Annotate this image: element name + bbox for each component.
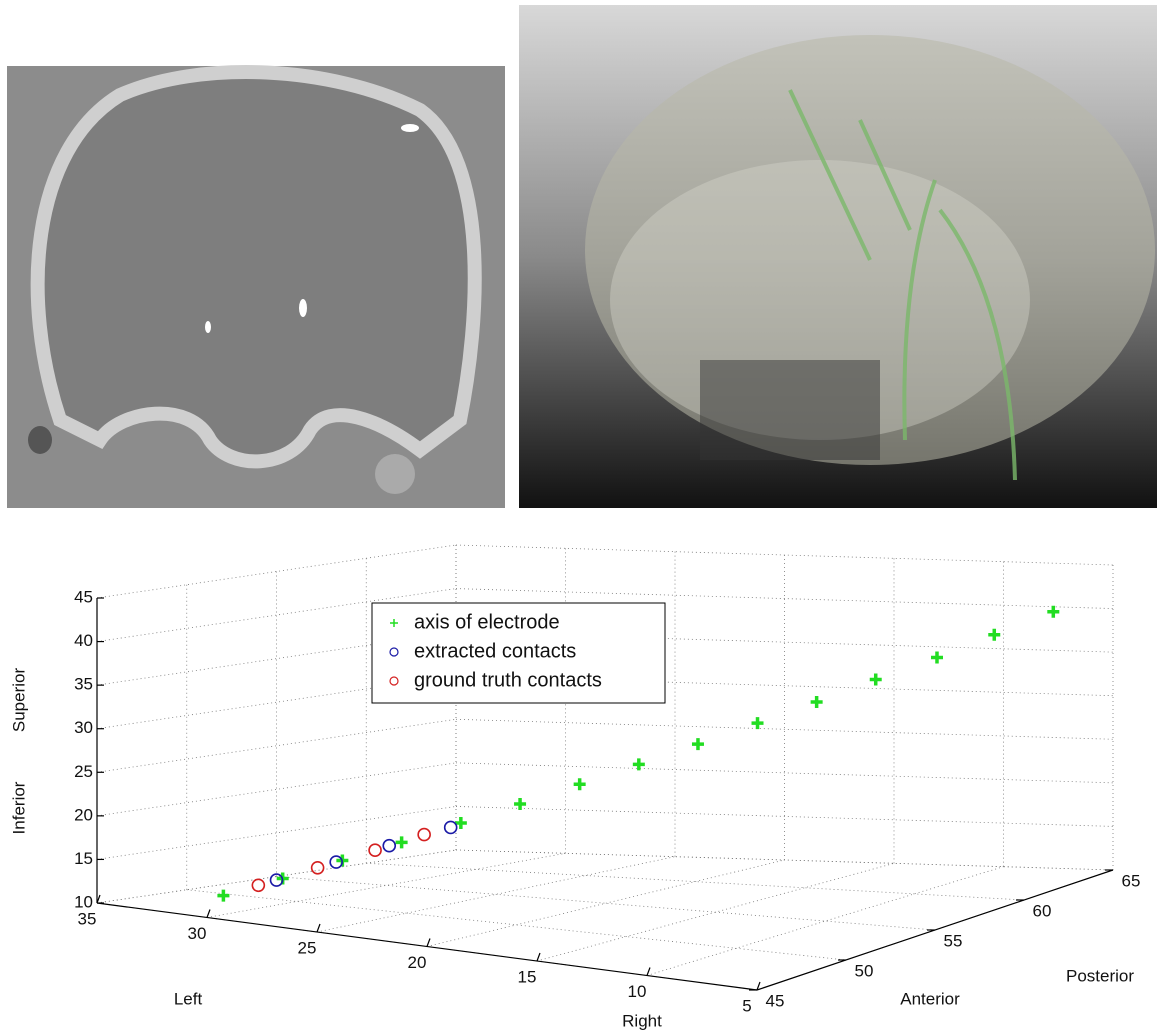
x-tick xyxy=(206,909,211,918)
data-point xyxy=(988,628,1001,641)
x-tick xyxy=(426,938,431,947)
grid-line xyxy=(455,675,1114,697)
axis-label: Anterior xyxy=(900,989,960,1008)
grid-line xyxy=(276,876,936,931)
y-tick-label: 55 xyxy=(944,931,963,950)
data-point xyxy=(1047,605,1060,618)
y-tick-label: 45 xyxy=(766,991,785,1010)
data-point xyxy=(869,673,882,686)
z-tick-label: 15 xyxy=(74,849,93,868)
data-point xyxy=(454,816,467,829)
z-tick-label: 25 xyxy=(74,762,93,781)
data-point xyxy=(930,651,943,664)
grid-line xyxy=(455,762,1114,784)
grid-line xyxy=(426,859,785,947)
x-tick xyxy=(646,967,651,976)
data-point xyxy=(514,797,527,810)
x-tick-label: 20 xyxy=(408,953,427,972)
grid-line xyxy=(186,889,847,961)
x-tick xyxy=(316,923,321,933)
data-point xyxy=(217,889,230,902)
grid-line xyxy=(646,866,1004,976)
data-point xyxy=(632,758,645,771)
data-point xyxy=(269,873,284,887)
legend-label: ground truth contacts xyxy=(414,669,602,691)
x-tick-label: 5 xyxy=(742,996,751,1015)
data-point xyxy=(251,878,266,893)
z-tick-label: 40 xyxy=(74,631,93,650)
data-point xyxy=(310,860,325,875)
data-point xyxy=(395,836,408,849)
grid-line xyxy=(96,718,457,773)
legend-label: axis of electrode xyxy=(414,611,560,633)
legend-marker xyxy=(389,647,399,657)
x-tick xyxy=(536,952,541,962)
x-tick-label: 15 xyxy=(518,967,537,986)
data-point xyxy=(368,843,382,858)
grid-line xyxy=(316,856,676,933)
grid-line xyxy=(96,849,457,904)
grid-line xyxy=(96,675,457,730)
grid-line xyxy=(96,806,457,860)
data-point xyxy=(573,778,586,791)
axis-label: Superior xyxy=(9,668,28,733)
x-tick-label: 10 xyxy=(628,982,647,1001)
z-tick-label: 30 xyxy=(74,718,93,737)
z-tick-label: 35 xyxy=(74,675,93,694)
z-tick-label: 20 xyxy=(74,805,93,824)
render-image xyxy=(519,5,1157,508)
x-tick-label: 35 xyxy=(78,909,97,928)
grid-line xyxy=(96,588,457,642)
data-point xyxy=(417,827,431,842)
z-tick-label: 45 xyxy=(74,587,93,606)
grid-line xyxy=(455,718,1114,740)
grid-line xyxy=(455,806,1114,827)
y-tick-label: 60 xyxy=(1033,901,1052,920)
data-point xyxy=(751,717,764,730)
x-tick xyxy=(756,981,761,991)
axis-label: Right xyxy=(622,1011,662,1030)
grid-line xyxy=(96,762,457,817)
grid-line xyxy=(366,862,1025,901)
legend-box xyxy=(371,602,666,704)
grid-line xyxy=(455,849,1114,871)
data-point xyxy=(329,855,343,869)
grid-line xyxy=(455,588,1114,609)
legend: axis of electrode extracted contacts groun… xyxy=(371,602,666,704)
axis-label: Left xyxy=(174,989,203,1008)
ct-image xyxy=(7,65,505,508)
grid-line xyxy=(455,631,1114,653)
grid-line xyxy=(96,631,457,686)
z-tick-label: 10 xyxy=(74,892,93,911)
data-point xyxy=(691,738,704,751)
x-tick xyxy=(96,894,101,904)
legend-marker xyxy=(390,619,398,627)
y-tick-label: 50 xyxy=(855,961,874,980)
grid-line xyxy=(206,852,566,918)
legend-label: extracted contacts xyxy=(414,640,576,662)
grid-line xyxy=(96,544,457,599)
data-point xyxy=(382,838,397,853)
plot-3d: 10 15 20 25 30 35 40 45 5 10 15 20 25 30 35 45 50 55 60 65 L… xyxy=(9,544,1141,1030)
data-point xyxy=(443,820,458,835)
data-point xyxy=(810,695,823,708)
axis-label: Posterior xyxy=(1066,966,1134,985)
x-tick-label: 25 xyxy=(298,938,317,957)
grid-line xyxy=(536,862,895,962)
legend-marker xyxy=(389,676,399,686)
x-tick-label: 30 xyxy=(188,924,207,943)
y-tick-label: 65 xyxy=(1122,871,1141,890)
axis-label: Inferior xyxy=(9,781,28,834)
